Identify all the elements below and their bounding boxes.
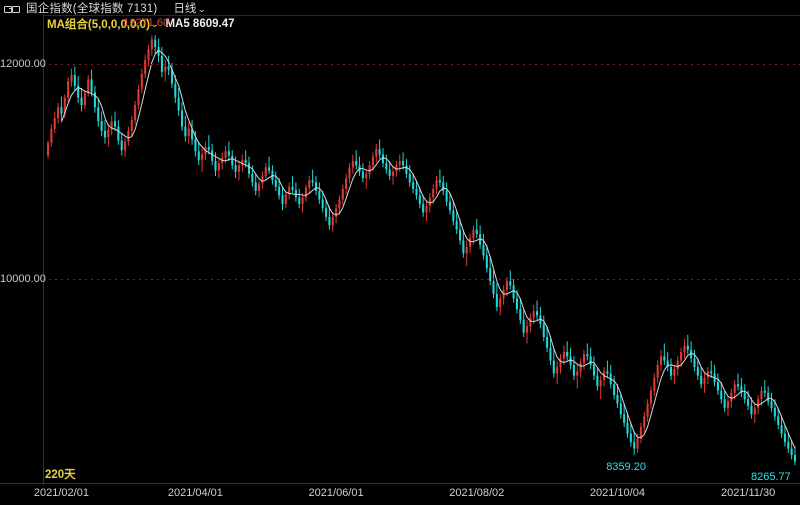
last-low-price-annotation: 8265.77 <box>750 471 791 484</box>
candlestick-canvas <box>46 35 797 466</box>
plot-area[interactable] <box>43 16 800 483</box>
chart-header: 国企指数(全球指数 7131) 日线⌄ <box>0 0 800 16</box>
high-price-annotation: 12271.60 <box>123 17 170 30</box>
y-tick-label: 12000.00 <box>0 58 46 71</box>
plot-top-border <box>43 15 800 16</box>
gridline <box>43 279 800 281</box>
indicator-legend: MA组合(5,0,0,0,0,0) ⌄ MA5 8609.47 <box>47 17 235 31</box>
period-label: 日线 <box>173 3 197 15</box>
x-tick-label: 2021/06/01 <box>308 487 364 499</box>
ma5-value-label: MA5 8609.47 <box>165 18 235 30</box>
gridline <box>43 64 800 66</box>
instrument-title: 国企指数(全球指数 7131) <box>26 3 158 15</box>
x-tick-label: 2021/08/02 <box>449 487 505 499</box>
ma-indicator-name[interactable]: MA组合(5,0,0,0,0,0) <box>47 19 150 31</box>
day-count-label: 220天 <box>45 469 76 481</box>
x-tick-label: 2021/10/04 <box>589 487 645 499</box>
chevron-down-icon[interactable]: ⌄ <box>149 18 160 29</box>
x-tick-label: 2021/04/01 <box>167 487 223 499</box>
mid-low-price-annotation: 8359.20 <box>606 461 646 474</box>
x-tick-label: 2021/02/01 <box>33 487 89 499</box>
y-tick-label: 10000.00 <box>0 273 46 286</box>
x-axis-line <box>0 483 800 484</box>
chevron-down-icon: ⌄ <box>197 4 207 14</box>
x-tick-label: 2021/11/30 <box>720 487 776 499</box>
period-selector[interactable]: 日线⌄ <box>173 0 206 16</box>
y-axis-line <box>43 14 44 485</box>
link-icon <box>4 4 20 13</box>
